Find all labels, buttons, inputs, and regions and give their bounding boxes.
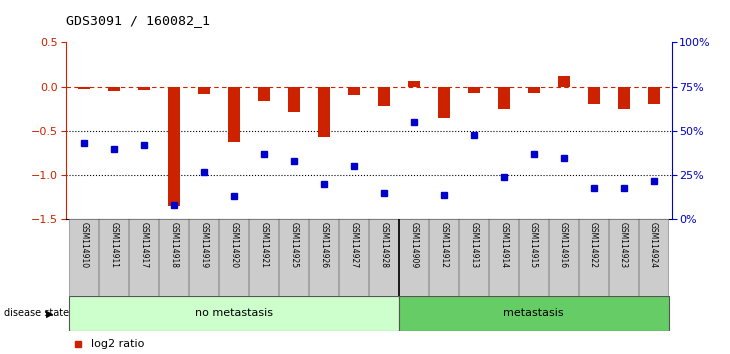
Bar [459,219,488,296]
Bar [407,81,420,87]
Bar [288,87,299,112]
Bar [228,87,239,142]
Text: GSM114928: GSM114928 [379,222,388,268]
Text: GSM114923: GSM114923 [619,222,628,268]
Bar [369,219,399,296]
Bar [339,219,369,296]
Bar [438,87,450,118]
Bar [588,87,599,104]
Bar [347,87,360,95]
Text: GDS3091 / 160082_1: GDS3091 / 160082_1 [66,14,210,27]
Bar [377,87,390,106]
Bar [528,87,539,93]
Text: GSM114915: GSM114915 [529,222,538,268]
Text: GSM114922: GSM114922 [589,222,598,268]
Text: log2 ratio: log2 ratio [91,339,145,349]
Text: GSM114919: GSM114919 [199,222,208,268]
Bar [77,87,90,89]
Bar [279,219,308,296]
Text: ▶: ▶ [46,308,53,318]
Bar [498,87,510,109]
Bar [489,219,518,296]
Bar [129,219,158,296]
Bar [249,219,278,296]
Text: disease state: disease state [4,308,69,318]
Bar [579,219,608,296]
Bar [399,296,669,331]
Bar [159,219,188,296]
Bar [558,76,569,87]
Text: GSM114921: GSM114921 [259,222,268,268]
Text: no metastasis: no metastasis [195,308,273,318]
Text: GSM114914: GSM114914 [499,222,508,268]
Bar [219,219,248,296]
Bar [69,219,99,296]
Bar [138,87,150,90]
Text: GSM114924: GSM114924 [649,222,658,268]
Bar [69,296,399,331]
Text: GSM114916: GSM114916 [559,222,568,268]
Bar [639,219,668,296]
Bar [618,87,629,109]
Bar [648,87,660,104]
Bar [468,87,480,93]
Text: GSM114917: GSM114917 [139,222,148,268]
Bar [99,219,128,296]
Bar [189,219,218,296]
Text: GSM114918: GSM114918 [169,222,178,268]
Text: GSM114909: GSM114909 [409,222,418,268]
Text: metastasis: metastasis [503,308,564,318]
Bar [318,87,330,137]
Bar [519,219,548,296]
Bar [168,87,180,206]
Bar [309,219,338,296]
Text: GSM114913: GSM114913 [469,222,478,268]
Bar [258,87,269,101]
Text: GSM114911: GSM114911 [110,222,118,268]
Text: GSM114920: GSM114920 [229,222,238,268]
Bar [108,87,120,91]
Bar [549,219,578,296]
Bar [609,219,638,296]
Text: GSM114910: GSM114910 [79,222,88,268]
Text: GSM114926: GSM114926 [319,222,328,268]
Bar [399,219,429,296]
Bar [198,87,210,94]
Bar [429,219,458,296]
Text: GSM114912: GSM114912 [439,222,448,268]
Text: GSM114925: GSM114925 [289,222,298,268]
Text: GSM114927: GSM114927 [349,222,358,268]
